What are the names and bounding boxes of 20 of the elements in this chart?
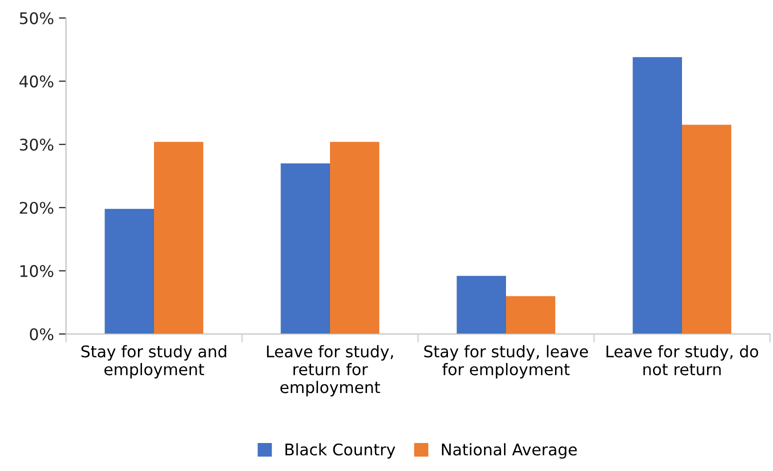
x-tick-label: Stay for study and employment bbox=[81, 345, 226, 378]
y-tick-label: 10% bbox=[20, 265, 54, 278]
bar bbox=[456, 276, 506, 334]
y-tick-label: 0% bbox=[30, 328, 54, 340]
bar bbox=[682, 124, 732, 334]
bar bbox=[506, 296, 556, 334]
x-tick-label: Stay for study, leave for employment bbox=[424, 345, 588, 378]
bar bbox=[154, 142, 204, 334]
legend-label: Black Country bbox=[286, 443, 396, 459]
bar bbox=[104, 208, 154, 334]
y-tick-label: 40% bbox=[19, 75, 54, 88]
legend-label: National Average bbox=[442, 443, 577, 459]
bar bbox=[280, 163, 330, 334]
y-tick-label: 20% bbox=[20, 202, 54, 214]
x-tick-label: Leave for study, return for employment bbox=[267, 345, 393, 396]
y-tick-label: 30% bbox=[20, 138, 54, 151]
bar bbox=[330, 142, 380, 334]
x-tick-label: Leave for study, do not return bbox=[606, 345, 758, 376]
y-tick-label: 50% bbox=[20, 12, 54, 24]
bar bbox=[632, 57, 682, 334]
